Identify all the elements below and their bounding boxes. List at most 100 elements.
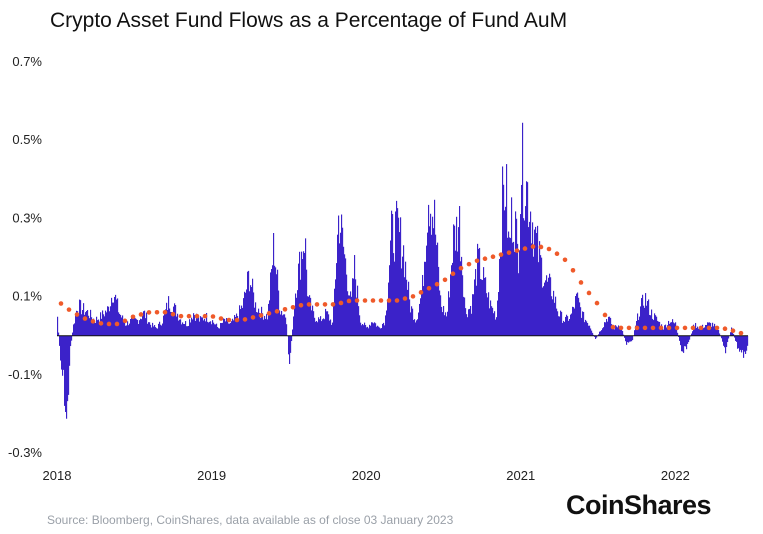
flow-bar [664,325,666,336]
flow-bar [70,335,72,347]
flow-bar [535,226,537,336]
flow-bar [478,248,480,336]
flow-bar [155,327,157,336]
flow-bar [120,315,122,336]
flow-bar [241,305,243,336]
flow-bar [123,320,125,336]
moving-average-dot [434,281,440,287]
flow-bar [286,324,288,336]
flow-bar [186,326,188,336]
flow-bar [78,313,80,336]
moving-average-dot [130,314,136,320]
flow-bar [392,214,394,336]
flow-bar [739,335,741,352]
flow-bar [505,206,507,336]
flow-bar [427,232,429,336]
flow-bar [142,316,144,336]
x-tick-label: 2018 [43,468,72,483]
flow-bar [319,319,321,336]
flow-bar [561,311,563,336]
flow-bar [183,323,185,336]
moving-average-dot [98,321,104,326]
flow-bar [224,318,226,336]
flow-bar [69,335,71,366]
moving-average-dot [570,268,576,273]
flow-bar [334,288,336,336]
flow-bar [161,325,163,336]
flow-bar [551,296,553,336]
flow-bar [257,312,259,336]
flow-bar [448,291,450,336]
flow-bar [687,335,689,344]
moving-average-dot [634,325,640,331]
flow-bar [136,319,138,336]
flow-bar [677,332,679,336]
flow-bar [359,315,361,336]
flow-bar [746,335,748,351]
flow-bar [72,332,74,336]
flow-bar [398,217,400,336]
flow-bar [160,324,162,336]
flow-bar [169,308,171,336]
flow-bar [530,211,532,336]
flow-bar [713,326,715,336]
flow-bar [732,330,734,336]
flow-bar [93,318,95,336]
flow-bar [234,315,236,336]
flow-bar [726,335,728,347]
y-axis: 0.7% 0.5% 0.3% 0.1% -0.1% -0.3% [8,54,42,460]
flow-bar [486,293,488,336]
flow-bar [223,318,225,336]
flow-bar [308,296,310,336]
moving-average-dot [682,325,688,331]
flow-bar [627,335,629,343]
flow-bar [472,294,474,336]
moving-average-dot [354,298,360,303]
flow-bar [579,302,581,336]
flow-bar [494,311,496,336]
moving-average-dot [418,290,424,295]
flow-bar [438,266,440,336]
flow-bar [463,296,465,336]
flow-bar [341,214,343,336]
flow-bar [346,274,348,336]
moving-average-dot [714,325,720,331]
flow-bar [583,311,585,336]
flow-bar [214,324,216,336]
flow-bar [143,311,145,336]
moving-average-dot [146,310,152,315]
flow-bar [396,200,398,336]
moving-average-dot [562,257,568,263]
flow-bar [279,310,281,336]
flow-bar [264,315,266,336]
flow-bar [696,328,698,336]
flow-bar [202,317,204,336]
flow-bar [495,319,497,336]
flow-bar [457,251,459,336]
flow-bar [215,324,217,336]
moving-average-dot [378,298,384,303]
flow-bar [158,323,160,336]
flow-bar [307,296,309,336]
moving-average-dot [586,290,592,296]
flow-bar [613,326,615,336]
flow-bar [549,273,551,336]
flow-bar [387,300,389,336]
flow-bar [555,296,557,336]
flow-bar [278,290,280,336]
flow-bar [165,309,167,336]
flow-bar [525,206,527,336]
flow-bar [614,329,616,336]
flow-bar [543,286,545,336]
flow-bar [199,321,201,336]
flow-bar [147,323,149,336]
flow-bar [372,322,374,336]
flow-bar [647,300,649,336]
flow-bar [238,318,240,336]
flow-bar [418,312,420,336]
flow-bar [563,320,565,336]
flow-bar [591,330,593,336]
flow-bar [152,322,154,336]
flow-bar [450,274,452,336]
flow-bar [273,233,275,336]
